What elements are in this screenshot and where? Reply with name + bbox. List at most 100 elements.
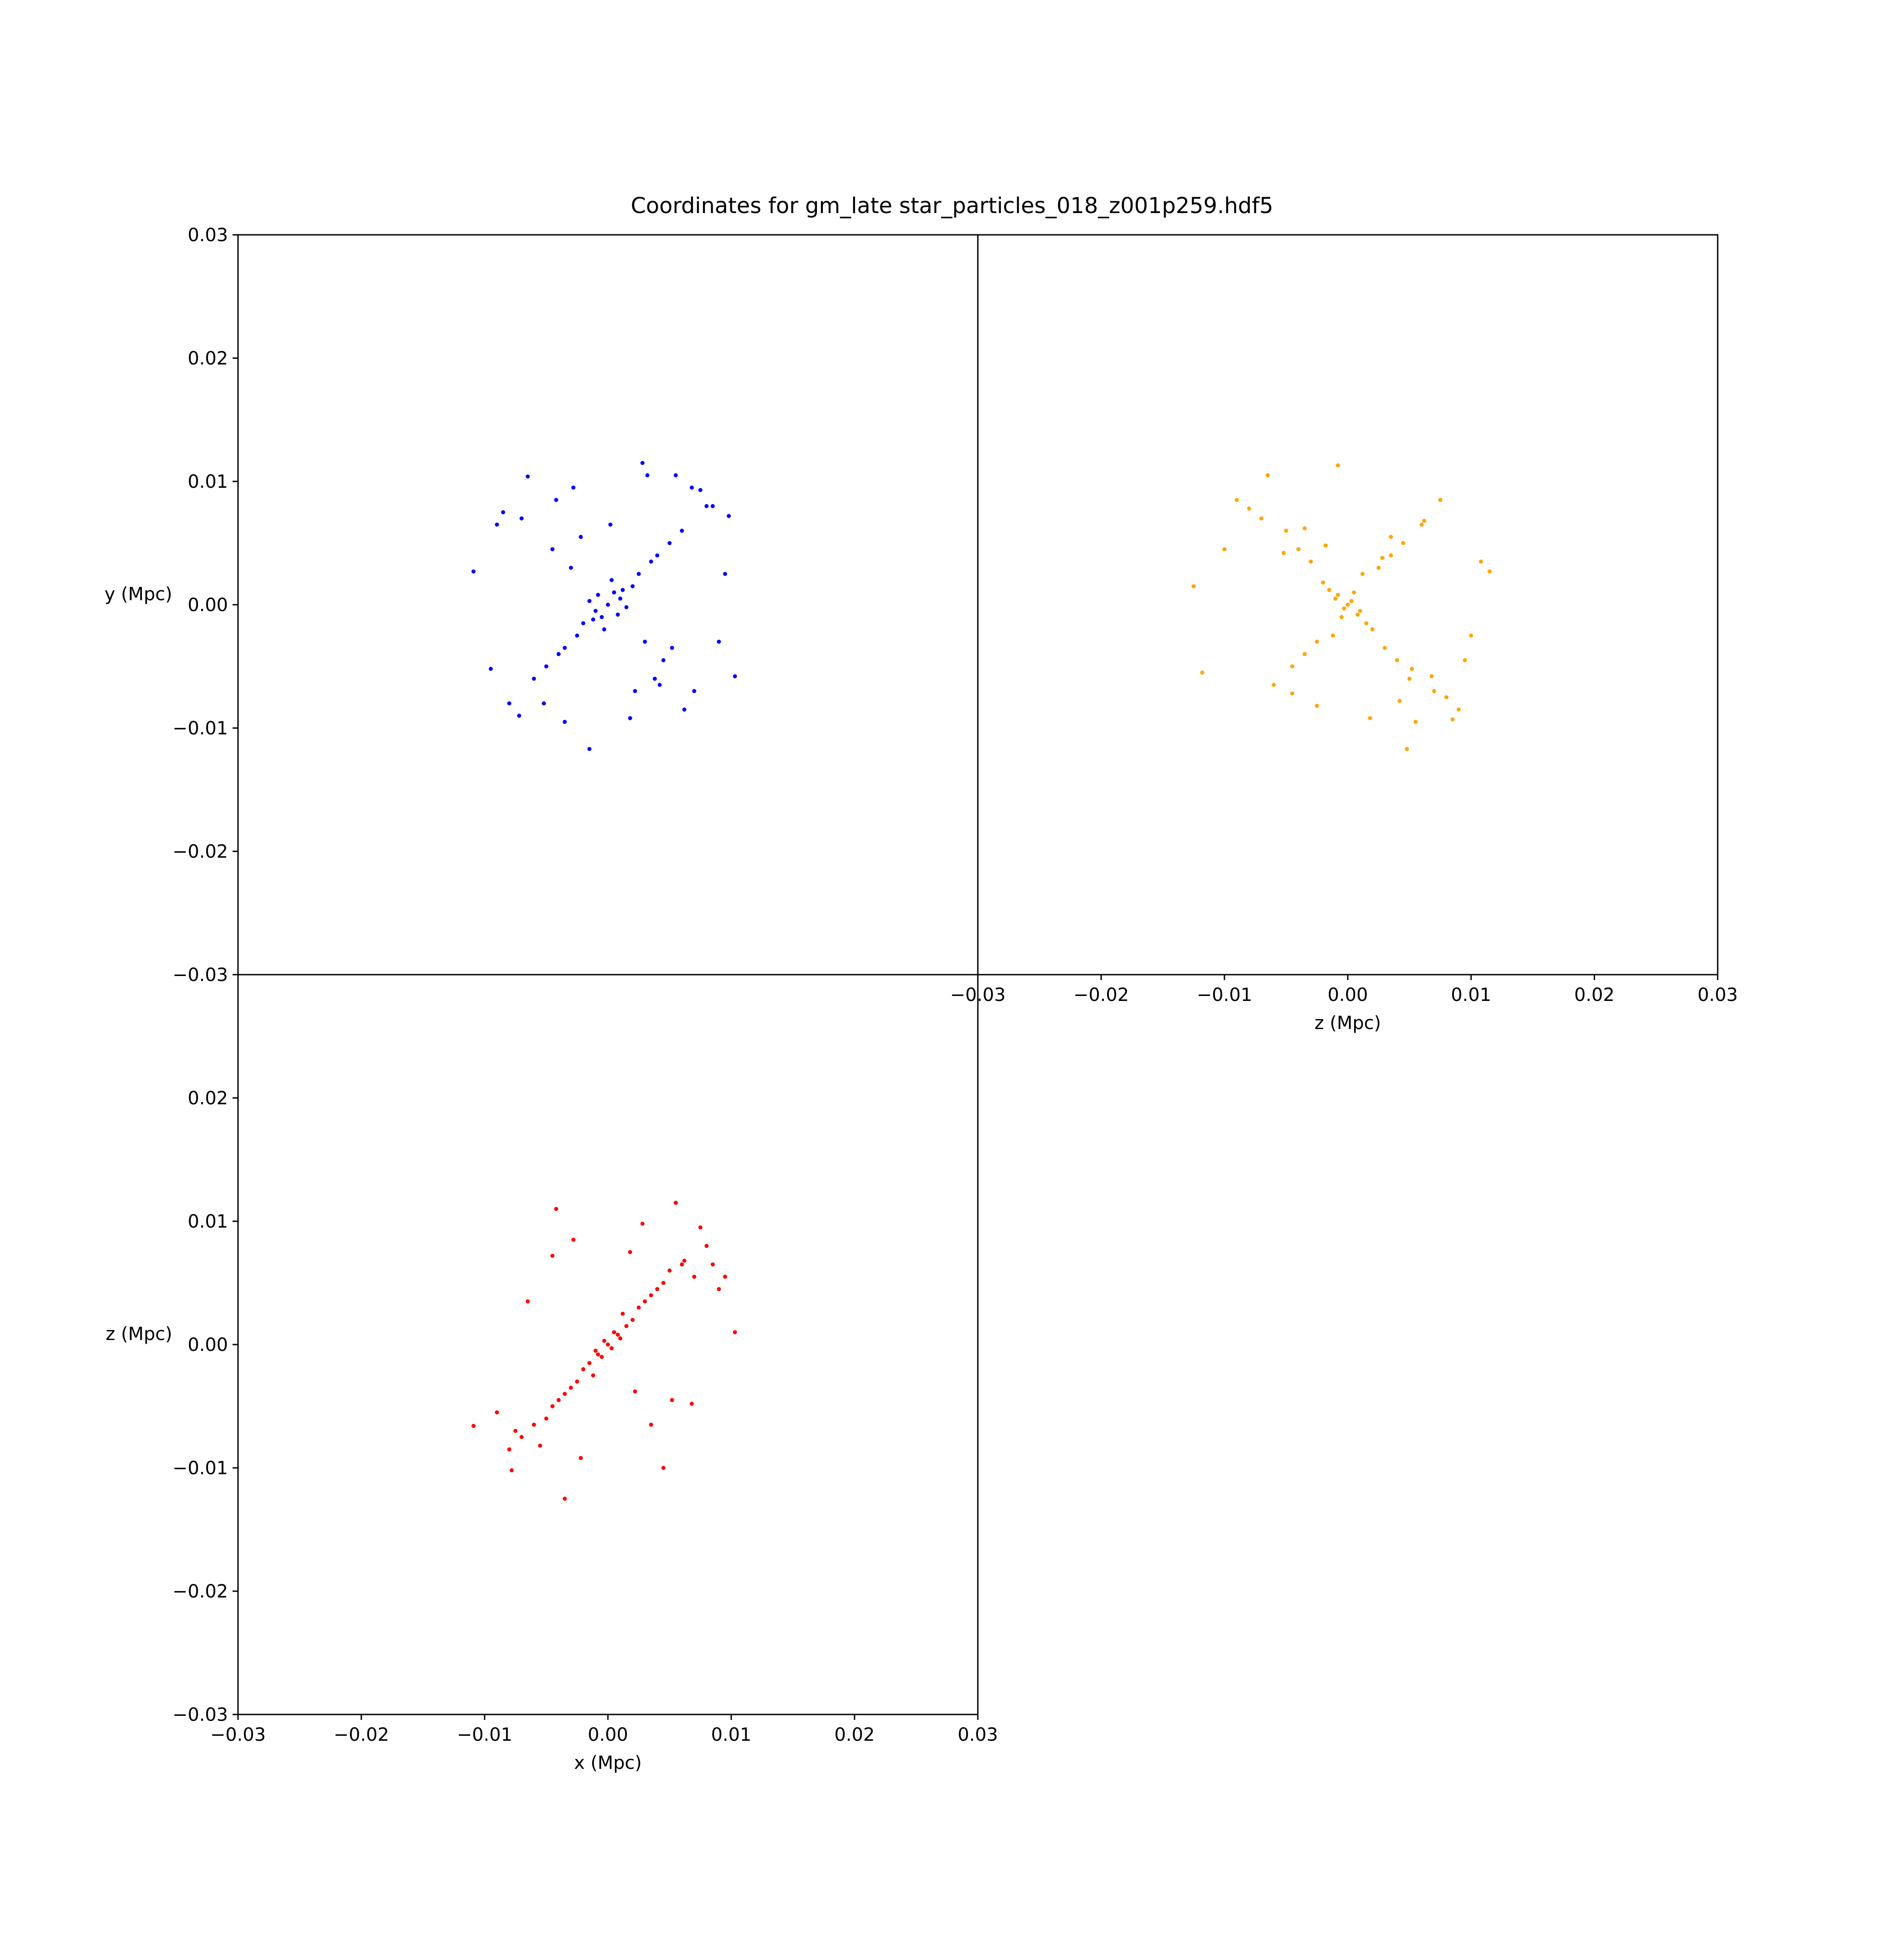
zy-point (1282, 551, 1286, 555)
zy-point (1323, 543, 1328, 548)
zy-x-tick-label: −0.01 (1197, 985, 1253, 1005)
xy-point (682, 707, 687, 712)
xz-point (640, 1221, 645, 1226)
xz-point (710, 1262, 715, 1267)
xz-point (692, 1274, 696, 1279)
xy-point (698, 488, 703, 492)
xy-point (602, 627, 607, 631)
xz-point (667, 1268, 672, 1273)
xz-point (733, 1330, 737, 1335)
xy-point (593, 609, 598, 613)
xz-point (661, 1466, 665, 1470)
xz-point (621, 1311, 625, 1316)
xz-point (510, 1468, 514, 1472)
zy-point (1234, 498, 1239, 502)
xy-point (616, 612, 620, 617)
xz-point (630, 1318, 635, 1322)
xz-point (633, 1389, 637, 1394)
xz-point (587, 1361, 592, 1365)
zy-x-axis-title: z (Mpc) (1315, 1013, 1381, 1034)
xz-point (682, 1258, 687, 1263)
xz-point (661, 1281, 665, 1285)
zy-point (1429, 674, 1434, 679)
zy-x-tick-label: 0.02 (1574, 985, 1614, 1005)
xz-y-axis-title: z (Mpc) (106, 1324, 172, 1345)
panel-zy: −0.03 −0.02 −0.01 0.00 0.01 0.02 0.03z (Mpc) (950, 234, 1738, 1034)
zy-point (1368, 716, 1372, 720)
xy-point (710, 504, 715, 508)
xy-point (554, 498, 559, 502)
zy-point (1272, 683, 1276, 687)
xy-point (596, 592, 600, 597)
zy-point (1401, 541, 1405, 545)
xz-x-tick-label: −0.03 (210, 1724, 266, 1745)
xy-point (544, 664, 549, 669)
xy-point (633, 689, 637, 693)
xy-point (591, 617, 595, 622)
xy-point (520, 516, 524, 521)
xy-point (609, 578, 614, 583)
xz-point (698, 1225, 703, 1230)
zy-x-tick-label: 0.00 (1327, 985, 1368, 1005)
xz-y-tick-label: 0.01 (188, 1211, 228, 1232)
xz-point (578, 1456, 583, 1460)
xy-point (618, 596, 622, 601)
zy-point (1222, 547, 1227, 552)
zy-point (1296, 547, 1301, 552)
xz-point (649, 1423, 653, 1427)
xy-y-tick-label: 0.01 (188, 471, 228, 492)
zy-point (1395, 658, 1399, 662)
zy-point (1339, 615, 1344, 619)
xz-y-tick-label: −0.03 (172, 1704, 228, 1725)
zy-point (1247, 506, 1251, 511)
xz-point (680, 1262, 684, 1267)
xy-point (667, 541, 672, 545)
xz-point (554, 1207, 559, 1211)
xy-y-tick-label: 0.02 (188, 348, 228, 369)
xy-point (575, 633, 579, 638)
xz-point (649, 1293, 653, 1297)
xy-y-tick-label: −0.03 (172, 965, 228, 986)
xz-point (513, 1428, 518, 1433)
xz-point (550, 1253, 555, 1258)
zy-point (1383, 646, 1387, 650)
xy-point (525, 474, 530, 479)
xy-point (568, 565, 573, 570)
xy-y-tick-label: 0.00 (188, 595, 228, 616)
xy-point (680, 529, 684, 533)
zy-point (1265, 473, 1270, 477)
zy-point (1200, 670, 1205, 675)
xz-point (471, 1424, 476, 1428)
zy-point (1397, 699, 1402, 703)
zy-point (1302, 526, 1307, 530)
xy-point (471, 569, 476, 574)
chart-title: Coordinates for gm_late star_particles_0… (631, 193, 1273, 219)
xy-point (621, 588, 625, 592)
xz-point (596, 1352, 600, 1357)
xz-point (544, 1416, 549, 1421)
xy-point (733, 674, 737, 679)
xy-point (550, 547, 555, 552)
panel-xz: −0.03 −0.02 −0.01 0.00 0.01 0.02 0.03 0.02 0.01 0… (106, 974, 998, 1773)
xz-x-tick-label: 0.01 (711, 1724, 751, 1745)
xz-point (571, 1238, 576, 1242)
zy-point (1284, 529, 1288, 533)
xz-point (690, 1402, 694, 1406)
xy-point (640, 461, 645, 465)
xz-y-tick-label: −0.02 (172, 1581, 228, 1602)
zy-point (1336, 592, 1340, 597)
zy-point (1419, 522, 1424, 527)
xy-point (723, 572, 727, 576)
zy-point (1259, 516, 1264, 521)
xz-point (525, 1299, 530, 1304)
xy-point (608, 522, 612, 527)
zy-point (1376, 565, 1381, 570)
zy-point (1380, 556, 1384, 560)
xz-point (636, 1305, 641, 1310)
zy-point (1457, 707, 1461, 712)
xz-point (538, 1443, 542, 1448)
xy-point (571, 486, 576, 490)
xz-point (643, 1299, 647, 1304)
xz-point (655, 1287, 660, 1292)
xy-point (501, 510, 505, 515)
